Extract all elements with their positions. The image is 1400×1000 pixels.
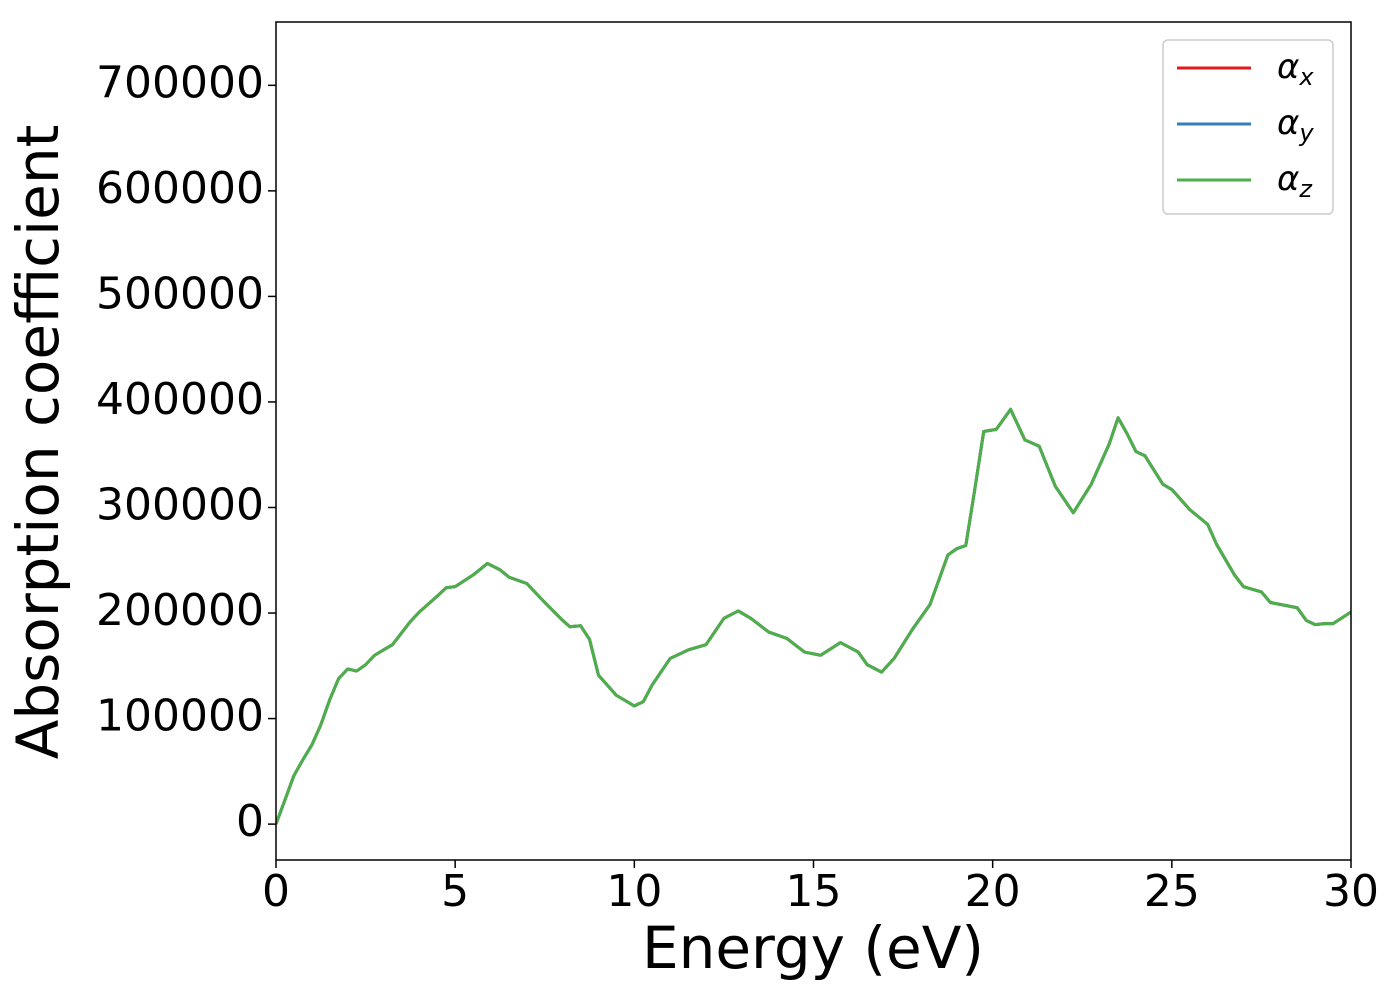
y-tick-label: 500000 [96, 268, 264, 319]
x-tick-label: 0 [262, 866, 290, 917]
x-tick-label: 10 [606, 866, 662, 917]
legend-label: αy [1277, 103, 1314, 148]
y-tick-label: 400000 [96, 374, 264, 425]
legend-label: αz [1277, 159, 1313, 204]
legend-box [1162, 39, 1334, 215]
x-tick-label: 30 [1323, 866, 1379, 917]
plot-frame [275, 21, 1352, 861]
x-tick-label: 20 [965, 866, 1021, 917]
y-tick-label: 700000 [96, 57, 264, 108]
x-tick-label: 15 [786, 866, 842, 917]
y-tick-label: 200000 [96, 585, 264, 636]
series-line [276, 407, 1351, 825]
x-axis-label: Energy (eV) [642, 914, 984, 982]
legend-label: αx [1277, 47, 1314, 92]
x-tick-label: 25 [1144, 866, 1200, 917]
y-tick-label: 0 [236, 796, 264, 847]
y-tick-label: 100000 [96, 691, 264, 742]
y-tick-label: 300000 [96, 479, 264, 530]
series-line [276, 407, 1351, 825]
y-tick-label: 600000 [96, 163, 264, 214]
x-tick-label: 5 [441, 866, 469, 917]
series-line [276, 407, 1351, 825]
y-axis-label: Absorption coefficient [4, 125, 72, 760]
